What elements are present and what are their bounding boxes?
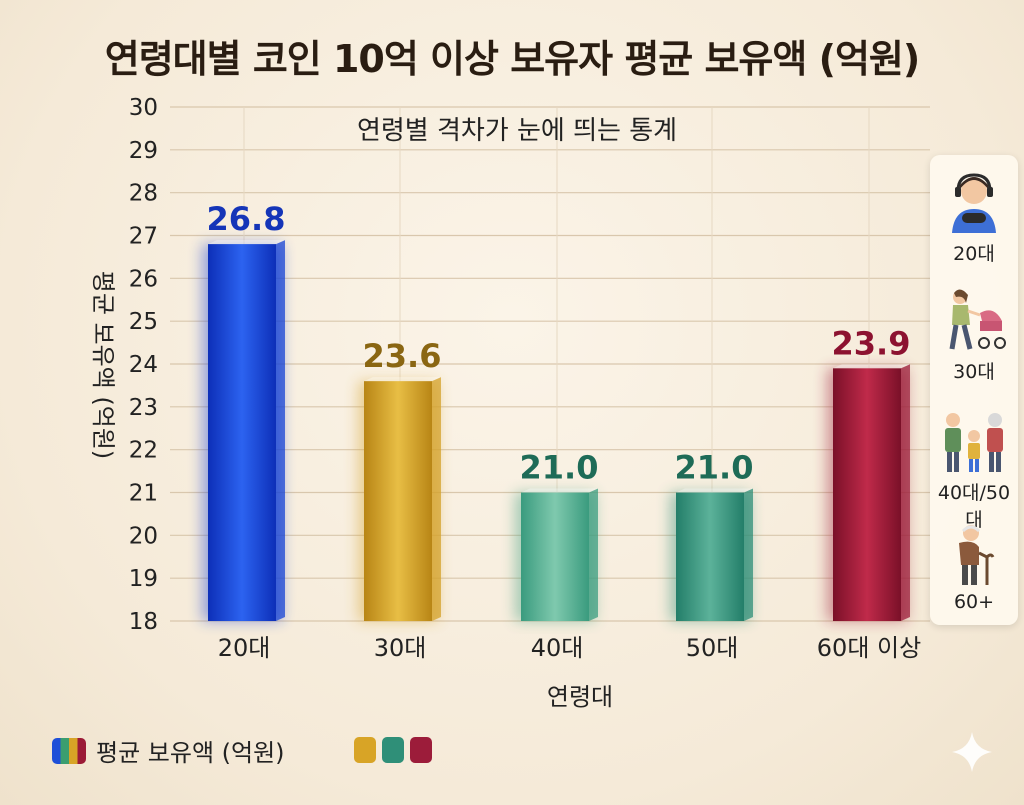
gamer-person-icon: [952, 173, 996, 233]
legend-swatch-teal: [382, 737, 404, 763]
bar-side: [276, 240, 285, 622]
y-tick-label: 26: [129, 266, 158, 292]
legend-swatch-gold: [354, 737, 376, 763]
y-tick-label: 19: [129, 566, 158, 592]
x-tick-label: 60대 이상: [817, 634, 921, 662]
panel-label: 60+: [953, 591, 995, 613]
panel-item-30s: 30대: [930, 287, 1018, 384]
data-label: 21.0: [675, 449, 754, 487]
y-tick-label: 25: [129, 309, 158, 335]
data-label: 26.8: [207, 200, 286, 238]
sparkle-icon: [952, 732, 992, 772]
x-tick-label: 20대: [218, 634, 271, 662]
y-tick-label: 24: [129, 352, 158, 378]
elderly-cane-icon: [959, 525, 995, 585]
bar-side: [432, 377, 441, 621]
y-axis-title: 평균 보유액 (억원): [89, 271, 117, 460]
y-tick-label: 21: [129, 481, 158, 507]
bar-top: [833, 364, 910, 369]
bar-20대: [208, 244, 276, 622]
chart-subtitle: 연령별 격차가 눈에 띄는 통계: [357, 116, 677, 146]
data-label: 21.0: [520, 449, 599, 487]
y-tick-label: 29: [129, 138, 158, 164]
x-tick-label: 40대: [531, 634, 584, 662]
bar-top: [364, 377, 441, 382]
bar-60대 이상: [833, 368, 901, 621]
data-label: 23.9: [832, 324, 911, 362]
family-icon: [945, 413, 1003, 472]
bar-top: [521, 488, 598, 493]
panel-item-20s: 20대: [930, 169, 1018, 266]
legend-swatch: [52, 737, 86, 764]
y-tick-label: 20: [129, 523, 158, 549]
bar-50대: [676, 492, 744, 621]
bar-top: [676, 488, 753, 493]
panel-item-40s-50s: 40대/50대: [930, 410, 1018, 532]
y-tick-label: 28: [129, 181, 158, 207]
bar-side: [744, 488, 753, 621]
chart-title: 연령대별 코인 10억 이상 보유자 평균 보유액 (억원): [104, 37, 920, 81]
x-tick-label: 50대: [686, 634, 739, 662]
y-tick-label: 23: [129, 395, 158, 421]
data-label: 23.6: [363, 337, 442, 375]
x-axis-title: 연령대: [547, 683, 613, 711]
legend-swatch-crimson: [410, 737, 432, 763]
bar-40대: [521, 492, 589, 621]
legend-label: 평균 보유액 (억원): [96, 739, 285, 767]
bar-side: [589, 488, 598, 621]
legend-extra-swatches: [354, 737, 432, 763]
bar-30대: [364, 381, 432, 621]
legend: 평균 보유액 (억원): [52, 733, 285, 768]
panel-label: 30대: [953, 361, 995, 383]
bar-top: [208, 240, 285, 245]
x-tick-label: 30대: [374, 634, 427, 662]
parent-stroller-icon: [949, 289, 1006, 350]
y-tick-label: 22: [129, 438, 158, 464]
age-group-side-panel: 20대 30대 40대/50대: [930, 155, 1018, 625]
panel-label: 20대: [953, 243, 995, 265]
y-tick-label: 30: [129, 95, 158, 121]
y-tick-label: 18: [129, 609, 158, 635]
y-tick-label: 27: [129, 224, 158, 250]
panel-item-60-plus: 60+: [930, 523, 1018, 613]
bar-side: [901, 364, 910, 621]
